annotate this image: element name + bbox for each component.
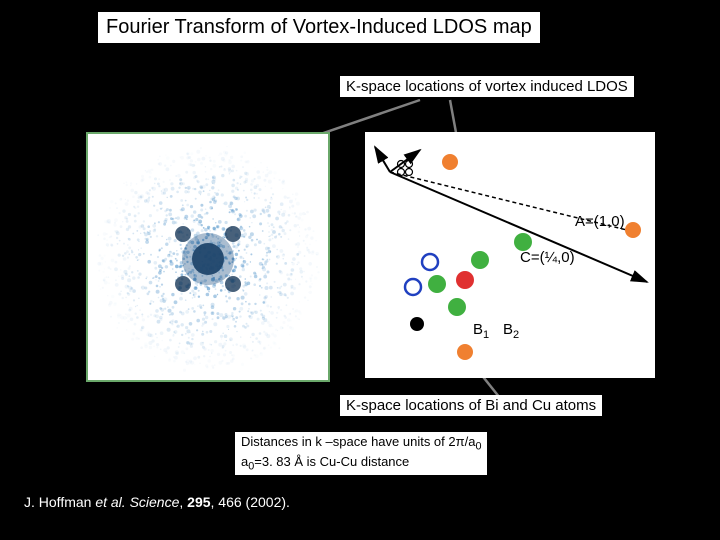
citation: J. Hoffman et al. Science, 295, 466 (200… [24,494,290,510]
cit-etal: et al. Science [95,494,179,510]
dist-line2b: =3. 83 Å is Cu-Cu distance [254,454,409,469]
dist-line1: Distances in k –space have units of 2π/a [241,434,475,449]
distances-text: Distances in k –space have units of 2π/a… [235,432,487,475]
schematic-svg: A=(1,0) C=(¼,0) B1 B2 [365,132,655,378]
label-A: A=(1,0) [575,213,625,230]
fft-panel [86,132,330,382]
label-C: C=(¼,0) [520,249,575,266]
cit-vol: 295 [187,494,210,510]
schematic-panel: A=(1,0) C=(¼,0) B1 B2 [365,132,655,378]
cit-rest: , [179,494,187,510]
cit-tail: , 466 (2002). [211,494,290,510]
fft-image [88,134,328,380]
caption-bottom: K-space locations of Bi and Cu atoms [340,395,602,416]
caption-bottom-text: K-space locations of Bi and Cu atoms [346,397,596,414]
dist-sub1: 0 [475,441,481,453]
cit-name: J. Hoffman [24,494,95,510]
